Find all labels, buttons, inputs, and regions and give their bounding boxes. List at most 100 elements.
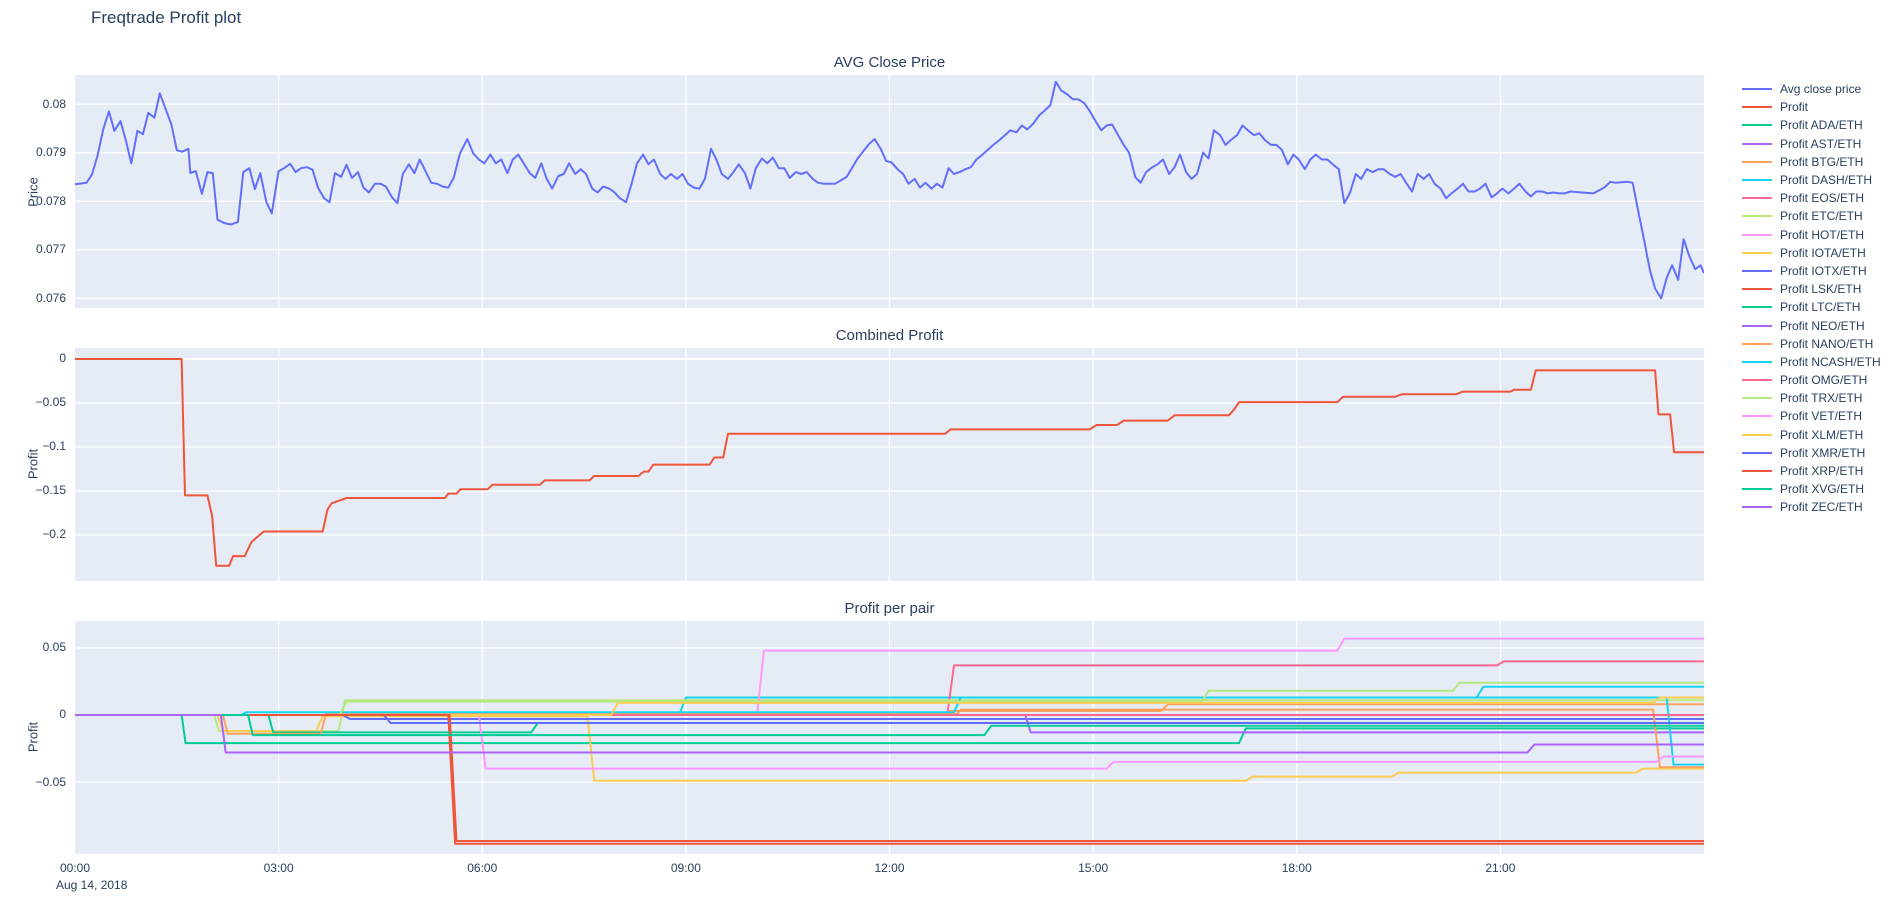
legend-item-profit-vet-eth[interactable]: Profit VET/ETH	[1742, 407, 1881, 425]
legend-item-label: Profit	[1780, 100, 1809, 115]
legend-item-profit-lsk-eth[interactable]: Profit LSK/ETH	[1742, 280, 1881, 298]
y-axis-title-profit-pairs: Profit	[25, 721, 41, 753]
legend-item-label: Profit HOT/ETH	[1780, 227, 1865, 242]
legend-item-label: Profit EOS/ETH	[1780, 191, 1865, 206]
subplot-title-avg-close-price: AVG Close Price	[833, 54, 946, 71]
legend-line-swatch-icon	[1742, 142, 1772, 145]
series-profit-iota-eth[interactable]	[75, 714, 1704, 782]
legend-item-label: Profit AST/ETH	[1780, 136, 1862, 151]
series-profit-xrp-eth[interactable]	[75, 714, 1704, 842]
legend-line-swatch-icon	[1742, 197, 1772, 200]
profit-per-pair-chart-canvas[interactable]	[75, 621, 1704, 854]
legend-item-label: Profit IOTA/ETH	[1780, 245, 1866, 260]
legend-item-label: Profit TRX/ETH	[1780, 391, 1863, 406]
x-tick-label: 21:00	[1485, 861, 1516, 875]
y-tick-label: −0.2	[42, 527, 66, 542]
legend-item-profit-zec-eth[interactable]: Profit ZEC/ETH	[1742, 498, 1881, 516]
legend-item-profit-xlm-eth[interactable]: Profit XLM/ETH	[1742, 426, 1881, 444]
legend-line-swatch-icon	[1742, 415, 1772, 418]
x-tick-label: 03:00	[263, 861, 294, 875]
x-tick-label: 09:00	[670, 861, 701, 875]
legend-line-swatch-icon	[1742, 379, 1772, 382]
series-profit-zec-eth[interactable]	[75, 714, 1704, 754]
legend-item-label: Profit DASH/ETH	[1780, 173, 1873, 188]
y-tick-label: 0.078	[35, 193, 66, 208]
legend-line-swatch-icon	[1742, 488, 1772, 491]
y-tick-label: −0.05	[35, 774, 66, 789]
legend-item-profit-omg-eth[interactable]: Profit OMG/ETH	[1742, 371, 1881, 389]
legend-line-swatch-icon	[1742, 124, 1772, 127]
series-profit-trx-eth[interactable]	[75, 681, 1704, 716]
legend-item-label: Profit BTG/ETH	[1780, 154, 1864, 169]
legend-item-label: Profit LTC/ETH	[1780, 300, 1861, 315]
y-tick-label: 0.076	[35, 290, 66, 305]
legend-item-profit[interactable]: Profit	[1742, 98, 1881, 116]
legend-line-swatch-icon	[1742, 215, 1772, 218]
legend-line-swatch-icon	[1742, 179, 1772, 182]
y-tick-label: 0	[59, 351, 66, 366]
y-tick-label: 0.077	[35, 242, 66, 257]
legend-item-label: Profit NANO/ETH	[1780, 336, 1874, 351]
legend-line-swatch-icon	[1742, 451, 1772, 454]
legend-item-profit-etc-eth[interactable]: Profit ETC/ETH	[1742, 207, 1881, 225]
series-profit[interactable]	[75, 358, 1704, 567]
legend-line-swatch-icon	[1742, 106, 1772, 109]
y-tick-label: −0.15	[35, 483, 66, 498]
legend-line-swatch-icon	[1742, 470, 1772, 473]
legend-item-profit-ada-eth[interactable]: Profit ADA/ETH	[1742, 116, 1881, 134]
combined-profit-chart-canvas[interactable]	[75, 348, 1704, 581]
legend-line-swatch-icon	[1742, 233, 1772, 236]
legend-item-profit-ncash-eth[interactable]: Profit NCASH/ETH	[1742, 353, 1881, 371]
x-axis-date-label: Aug 14, 2018	[56, 878, 128, 892]
legend-line-swatch-icon	[1742, 88, 1772, 91]
legend-line-swatch-icon	[1742, 269, 1772, 272]
legend-item-label: Profit ADA/ETH	[1780, 118, 1863, 133]
x-tick-label: 18:00	[1281, 861, 1312, 875]
legend-item-profit-ltc-eth[interactable]: Profit LTC/ETH	[1742, 298, 1881, 316]
legend-item-label: Profit XMR/ETH	[1780, 445, 1866, 460]
price-chart-canvas[interactable]	[75, 75, 1704, 308]
legend-item-label: Profit OMG/ETH	[1780, 373, 1868, 388]
legend-line-swatch-icon	[1742, 288, 1772, 291]
legend-line-swatch-icon	[1742, 397, 1772, 400]
legend-item-profit-eos-eth[interactable]: Profit EOS/ETH	[1742, 189, 1881, 207]
series-avg-close-price[interactable]	[75, 80, 1704, 300]
y-tick-label: 0	[59, 707, 66, 722]
legend-item-profit-nano-eth[interactable]: Profit NANO/ETH	[1742, 335, 1881, 353]
y-tick-label: 0.05	[42, 640, 66, 655]
legend-item-label: Profit ZEC/ETH	[1780, 500, 1863, 515]
legend-item-profit-xvg-eth[interactable]: Profit XVG/ETH	[1742, 480, 1881, 498]
legend-item-avg-close-price[interactable]: Avg close price	[1742, 80, 1881, 98]
legend-item-profit-neo-eth[interactable]: Profit NEO/ETH	[1742, 316, 1881, 334]
series-profit-xlm-eth[interactable]	[75, 696, 1704, 716]
legend-item-label: Profit NEO/ETH	[1780, 318, 1865, 333]
x-tick-label: 06:00	[467, 861, 498, 875]
legend-item-label: Profit LSK/ETH	[1780, 282, 1862, 297]
legend-item-profit-hot-eth[interactable]: Profit HOT/ETH	[1742, 226, 1881, 244]
x-tick-label: 12:00	[874, 861, 905, 875]
legend-item-profit-iotx-eth[interactable]: Profit IOTX/ETH	[1742, 262, 1881, 280]
legend-item-profit-iota-eth[interactable]: Profit IOTA/ETH	[1742, 244, 1881, 262]
legend-line-swatch-icon	[1742, 433, 1772, 436]
series-profit-nano-eth[interactable]	[75, 708, 1704, 769]
legend-line-swatch-icon	[1742, 160, 1772, 163]
legend-item-profit-btg-eth[interactable]: Profit BTG/ETH	[1742, 153, 1881, 171]
legend-line-swatch-icon	[1742, 324, 1772, 327]
legend-line-swatch-icon	[1742, 506, 1772, 509]
subplot-title-combined-profit: Combined Profit	[835, 327, 944, 344]
legend-line-swatch-icon	[1742, 251, 1772, 254]
y-tick-label: −0.05	[35, 395, 66, 410]
page-title: Freqtrade Profit plot	[91, 8, 242, 27]
legend-item-label: Avg close price	[1780, 82, 1862, 97]
legend-item-label: Profit IOTX/ETH	[1780, 263, 1867, 278]
y-tick-label: 0.079	[35, 145, 66, 160]
x-tick-label: 00:00	[59, 861, 91, 875]
legend-item-profit-xrp-eth[interactable]: Profit XRP/ETH	[1742, 462, 1881, 480]
legend-item-profit-trx-eth[interactable]: Profit TRX/ETH	[1742, 389, 1881, 407]
legend-item-label: Profit XRP/ETH	[1780, 464, 1864, 479]
legend-item-profit-ast-eth[interactable]: Profit AST/ETH	[1742, 135, 1881, 153]
legend-item-label: Profit XVG/ETH	[1780, 482, 1865, 497]
x-tick-label: 15:00	[1078, 861, 1109, 875]
legend-item-profit-dash-eth[interactable]: Profit DASH/ETH	[1742, 171, 1881, 189]
legend-item-profit-xmr-eth[interactable]: Profit XMR/ETH	[1742, 444, 1881, 462]
